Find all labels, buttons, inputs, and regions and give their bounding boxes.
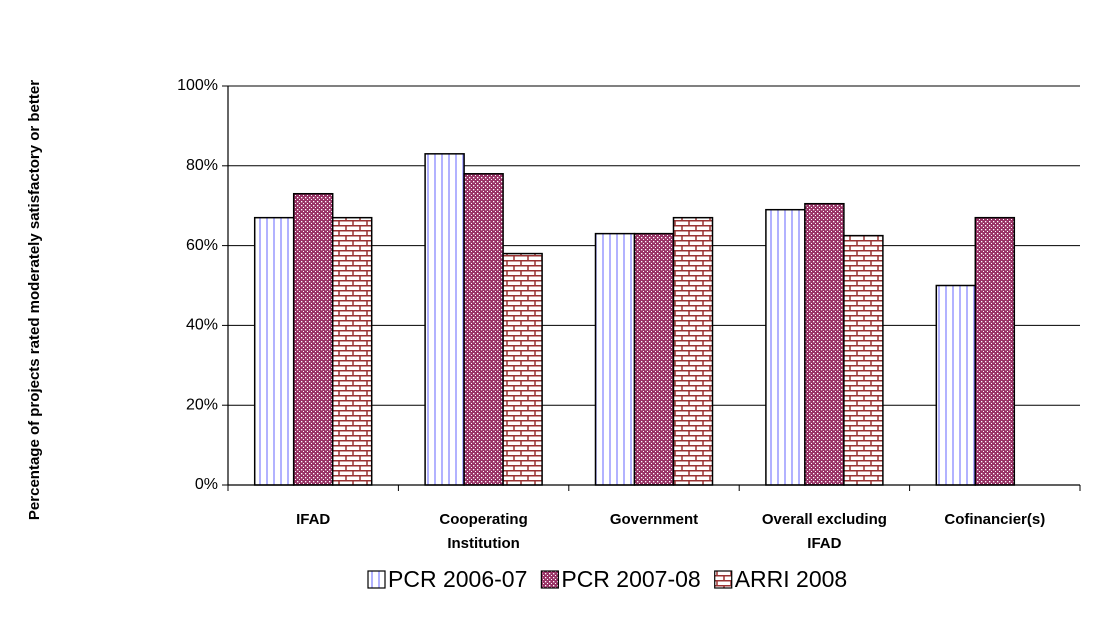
x-tick-label: Cooperating Institution [439, 511, 528, 552]
x-tick-label: IFAD [296, 511, 331, 528]
y-tick-label: 100% [177, 77, 218, 94]
bar [424, 153, 465, 486]
bar [253, 216, 295, 486]
legend-swatch [540, 570, 559, 589]
bar [594, 232, 636, 486]
bar [843, 234, 884, 486]
legend-swatch [714, 570, 733, 589]
y-axis-title: Percentage of projects rated moderately … [26, 79, 43, 521]
legend-swatch [367, 570, 386, 589]
x-tick-label: Cofinancier(s) [944, 511, 1046, 528]
bar [633, 232, 675, 486]
bar [804, 202, 845, 486]
x-tick-label: Overall excluding IFAD [761, 511, 887, 552]
bar [463, 173, 504, 486]
legend-label: ARRI 2008 [735, 566, 848, 592]
y-tick-label: 80% [186, 157, 218, 174]
bar [935, 284, 977, 486]
bar [765, 208, 806, 486]
legend-label: PCR 2006-07 [388, 566, 527, 592]
bar [292, 192, 334, 486]
y-tick-label: 20% [186, 396, 218, 413]
bar [672, 216, 714, 486]
y-tick-label: 60% [186, 237, 218, 254]
x-tick-label: Government [609, 511, 699, 528]
y-tick-label: 0% [195, 476, 218, 493]
bar [331, 216, 373, 486]
y-tick-label: 40% [186, 317, 218, 334]
legend-label: PCR 2007-08 [561, 566, 700, 592]
bar [502, 252, 543, 486]
bar [974, 216, 1016, 486]
